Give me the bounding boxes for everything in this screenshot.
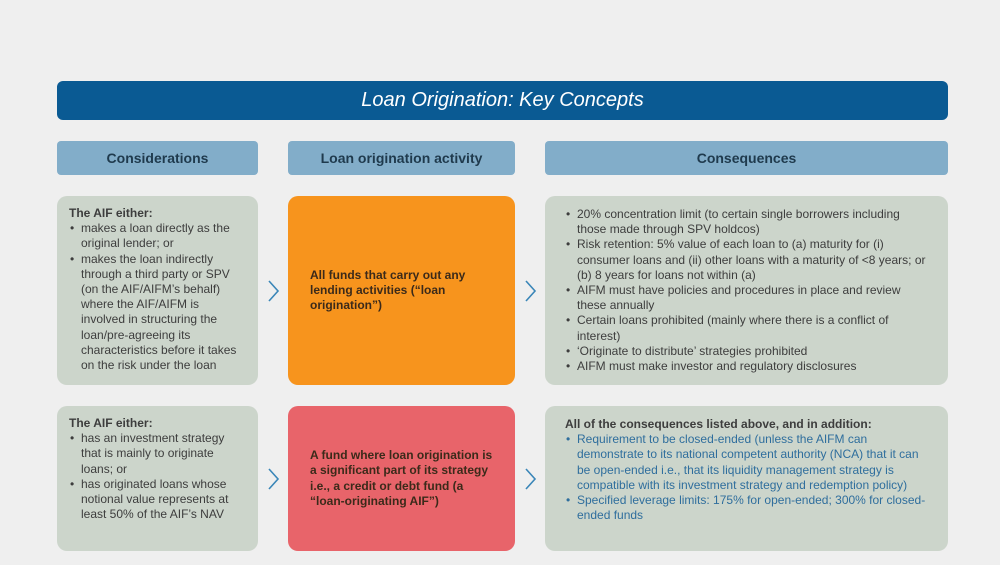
- list-item: makes a loan directly as the original le…: [69, 221, 246, 251]
- chevron-right-icon: [268, 280, 280, 302]
- considerations-box-2: The AIF either: has an investment strate…: [57, 406, 258, 551]
- chevron-right-icon: [525, 280, 537, 302]
- activity-box-1: All funds that carry out any lending act…: [288, 196, 515, 385]
- list-item: makes the loan indirectly through a thir…: [69, 252, 246, 374]
- list-item: ‘Originate to distribute’ strategies pro…: [565, 344, 928, 359]
- consequences-lead: All of the consequences listed above, an…: [565, 417, 872, 431]
- page-title: Loan Origination: Key Concepts: [57, 81, 948, 120]
- activity-text: A fund where loan origination is a signi…: [310, 448, 493, 508]
- list-item: has an investment strategy that is mainl…: [69, 431, 246, 477]
- considerations-lead: The AIF either:: [69, 206, 153, 220]
- list-item: AIFM must have policies and procedures i…: [565, 283, 928, 313]
- consequences-box-1: 20% concentration limit (to certain sing…: [545, 196, 948, 385]
- chevron-right-icon: [525, 468, 537, 490]
- list-item: AIFM must make investor and regulatory d…: [565, 359, 928, 374]
- list-item: Risk retention: 5% value of each loan to…: [565, 237, 928, 283]
- consequences-box-2: All of the consequences listed above, an…: [545, 406, 948, 551]
- list-item: has originated loans whose notional valu…: [69, 477, 246, 523]
- header-considerations: Considerations: [57, 141, 258, 175]
- list-item: Specified leverage limits: 175% for open…: [565, 493, 928, 523]
- chevron-right-icon: [268, 468, 280, 490]
- list-item: Requirement to be closed-ended (unless t…: [565, 432, 928, 493]
- list-item: 20% concentration limit (to certain sing…: [565, 207, 928, 237]
- activity-box-2: A fund where loan origination is a signi…: [288, 406, 515, 551]
- activity-text: All funds that carry out any lending act…: [310, 267, 466, 313]
- list-item: Certain loans prohibited (mainly where t…: [565, 313, 928, 343]
- header-activity: Loan origination activity: [288, 141, 515, 175]
- considerations-lead: The AIF either:: [69, 416, 153, 430]
- header-consequences: Consequences: [545, 141, 948, 175]
- considerations-box-1: The AIF either: makes a loan directly as…: [57, 196, 258, 385]
